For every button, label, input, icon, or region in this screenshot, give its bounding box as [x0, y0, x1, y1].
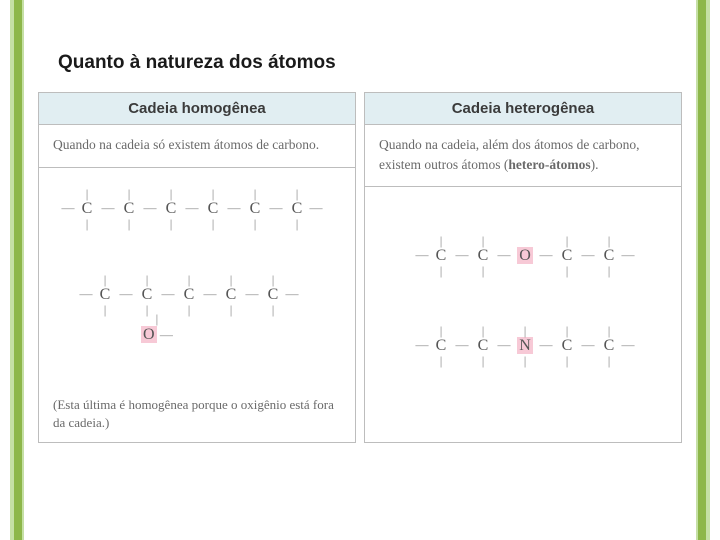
panel-heterogenea-header: Cadeia heterogênea — [365, 93, 681, 125]
decor-bar-left-inner — [14, 0, 22, 540]
panel-homogenea-header: Cadeia homogênea — [39, 93, 355, 125]
panel-homogenea-desc: Quando na cadeia só existem átomos de ca… — [39, 125, 355, 168]
panel-homogenea-diagram: —C||—C||—C||—C||—C||—C||——C||—C||—C||—C|… — [39, 168, 355, 388]
decor-bar-right-inner — [698, 0, 706, 540]
panel-homogenea-footnote: (Esta última é homogênea porque o oxigên… — [39, 388, 355, 442]
panel-heterogenea-desc: Quando na cadeia, além dos átomos de car… — [365, 125, 681, 187]
panel-heterogenea-diagram: —C||—C||—O—C||—C||——C||—C||—N||—C||—C||— — [365, 187, 681, 442]
slide-title: Quanto à natureza dos átomos — [58, 52, 336, 74]
panel-heterogenea: Cadeia heterogênea Quando na cadeia, alé… — [364, 92, 682, 443]
panel-homogenea: Cadeia homogênea Quando na cadeia só exi… — [38, 92, 356, 443]
comparison-panels: Cadeia homogênea Quando na cadeia só exi… — [38, 92, 682, 443]
